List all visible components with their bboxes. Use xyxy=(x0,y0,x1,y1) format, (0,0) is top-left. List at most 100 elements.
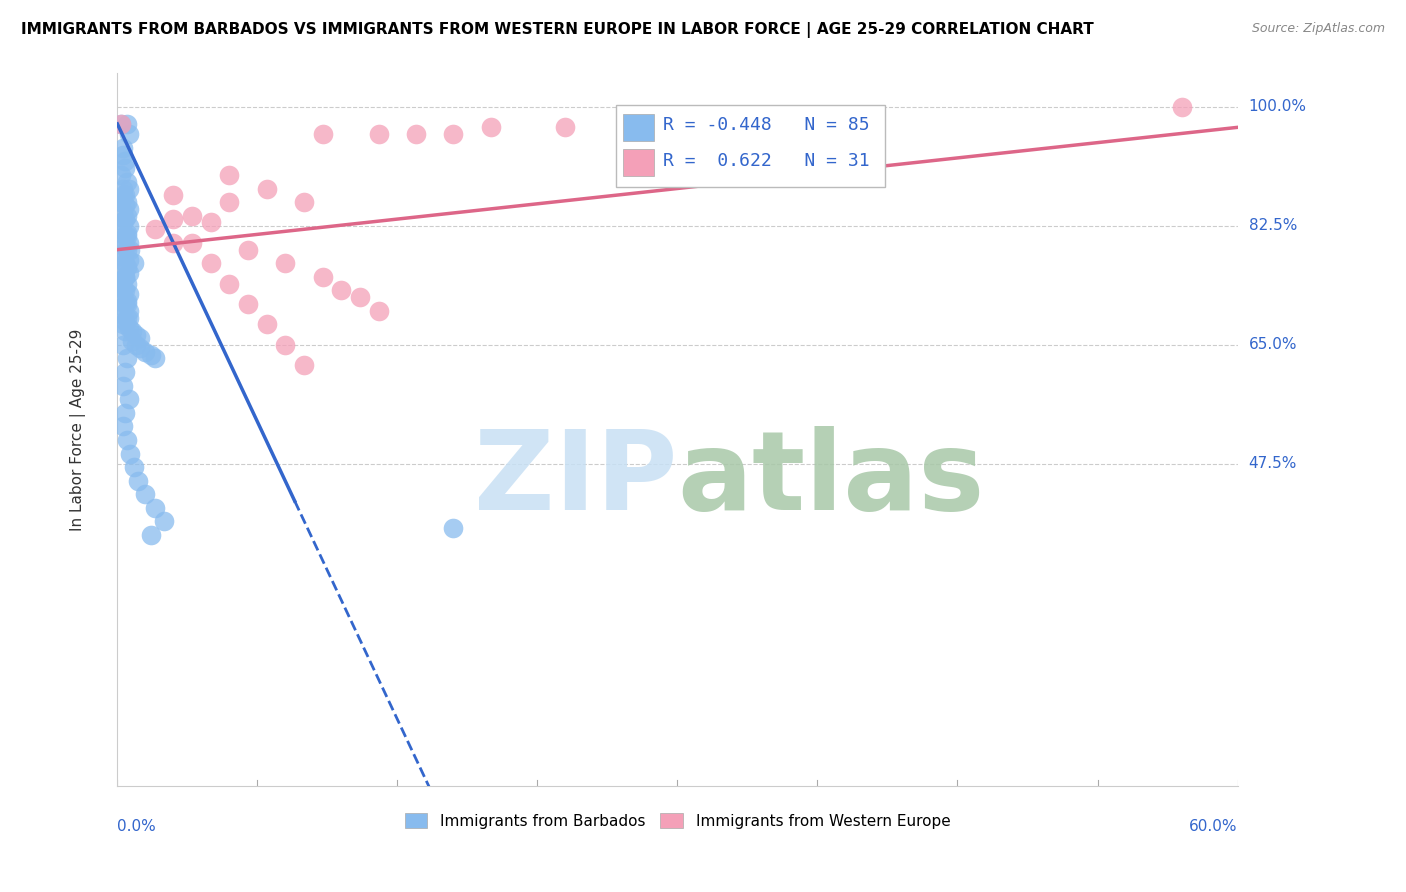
Point xyxy=(114,284,136,298)
Point xyxy=(125,327,148,342)
Point xyxy=(110,307,132,321)
FancyBboxPatch shape xyxy=(623,113,654,141)
Point xyxy=(236,243,259,257)
Point xyxy=(114,314,136,328)
Point xyxy=(292,195,315,210)
Point xyxy=(110,117,132,131)
Point xyxy=(117,303,139,318)
Point xyxy=(111,235,134,250)
Point xyxy=(128,341,150,355)
Point xyxy=(115,243,138,257)
Point xyxy=(128,331,150,345)
Point xyxy=(114,269,136,284)
Point xyxy=(367,303,389,318)
Point xyxy=(292,358,315,372)
Point xyxy=(274,338,297,352)
Point xyxy=(441,521,464,535)
Point xyxy=(117,235,139,250)
Point xyxy=(117,392,139,406)
Point xyxy=(218,277,240,291)
Point xyxy=(1170,100,1192,114)
Point xyxy=(115,297,138,311)
Point xyxy=(117,267,139,281)
Point xyxy=(405,127,427,141)
Point xyxy=(256,318,278,332)
Point xyxy=(114,269,136,284)
Point xyxy=(111,205,134,219)
Point xyxy=(115,175,138,189)
Point xyxy=(114,188,136,202)
Point xyxy=(115,293,138,308)
Point xyxy=(111,141,134,155)
Point xyxy=(162,235,184,250)
Point xyxy=(110,195,132,210)
Text: R =  0.622   N = 31: R = 0.622 N = 31 xyxy=(662,152,869,169)
Point xyxy=(111,273,134,287)
Point xyxy=(367,127,389,141)
Point xyxy=(114,297,136,311)
Text: 60.0%: 60.0% xyxy=(1189,819,1237,834)
Point xyxy=(115,209,138,223)
Point xyxy=(218,195,240,210)
Point xyxy=(111,318,134,332)
Point xyxy=(312,127,335,141)
Point xyxy=(111,263,134,277)
Text: atlas: atlas xyxy=(678,426,984,533)
Point xyxy=(349,290,371,304)
Point xyxy=(114,161,136,175)
Point xyxy=(143,500,166,515)
Point xyxy=(111,215,134,229)
FancyBboxPatch shape xyxy=(623,149,654,177)
Text: 47.5%: 47.5% xyxy=(1249,456,1296,471)
Point xyxy=(121,334,143,349)
Point xyxy=(114,365,136,379)
Point xyxy=(114,256,136,270)
Point xyxy=(111,284,134,298)
Point xyxy=(111,181,134,195)
Point xyxy=(121,324,143,338)
Point xyxy=(120,243,142,257)
Point xyxy=(117,181,139,195)
Point xyxy=(114,406,136,420)
Point xyxy=(153,515,176,529)
Point xyxy=(162,212,184,227)
Point xyxy=(330,284,353,298)
Text: R = -0.448   N = 85: R = -0.448 N = 85 xyxy=(662,116,869,134)
Point xyxy=(115,277,138,291)
Point xyxy=(117,202,139,216)
Point xyxy=(139,528,162,542)
Point xyxy=(114,212,136,227)
Point xyxy=(274,256,297,270)
Legend: Immigrants from Barbados, Immigrants from Western Europe: Immigrants from Barbados, Immigrants fro… xyxy=(405,813,950,829)
Point xyxy=(312,269,335,284)
Point xyxy=(134,487,156,501)
Point xyxy=(114,154,136,169)
Point xyxy=(115,433,138,447)
Point xyxy=(111,378,134,392)
Point xyxy=(110,250,132,264)
Point xyxy=(127,474,149,488)
Point xyxy=(134,344,156,359)
Text: In Labor Force | Age 25-29: In Labor Force | Age 25-29 xyxy=(70,328,86,531)
Point xyxy=(111,301,134,315)
Point xyxy=(110,117,132,131)
Text: ZIP: ZIP xyxy=(474,426,678,533)
Point xyxy=(554,120,576,135)
Point xyxy=(110,168,132,182)
Point xyxy=(139,348,162,362)
Point xyxy=(115,195,138,210)
Point xyxy=(115,229,138,244)
Text: 82.5%: 82.5% xyxy=(1249,219,1296,234)
Point xyxy=(111,147,134,161)
Point xyxy=(115,260,138,274)
Text: 65.0%: 65.0% xyxy=(1249,337,1298,352)
Point xyxy=(111,290,134,304)
Point xyxy=(117,310,139,325)
Point xyxy=(110,222,132,236)
Point xyxy=(111,338,134,352)
Point xyxy=(111,188,134,202)
Point xyxy=(122,256,145,270)
Point xyxy=(115,310,138,325)
Point xyxy=(125,338,148,352)
FancyBboxPatch shape xyxy=(616,105,884,187)
